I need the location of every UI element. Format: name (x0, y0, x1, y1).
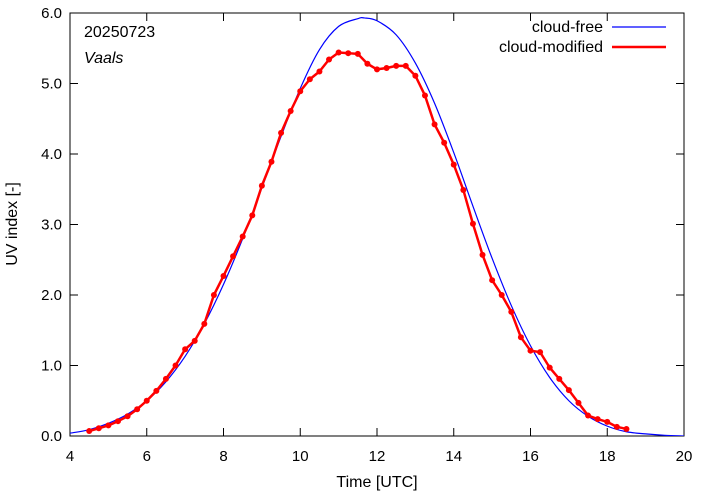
x-tick-label: 20 (676, 448, 693, 465)
data-point-cloud-modified (249, 212, 256, 219)
data-point-cloud-modified (450, 161, 457, 168)
data-point-cloud-modified (191, 337, 198, 344)
legend-label-cloud-modified: cloud-modified (499, 39, 603, 56)
y-tick-label: 0.0 (41, 428, 62, 445)
data-point-cloud-modified (182, 346, 189, 353)
date-label: 20250723 (84, 24, 155, 41)
data-point-cloud-modified (537, 349, 544, 356)
data-point-cloud-modified (239, 233, 246, 240)
data-point-cloud-modified (345, 50, 352, 57)
x-tick-label: 6 (143, 448, 151, 465)
data-point-cloud-modified (527, 347, 534, 354)
data-point-cloud-modified (565, 387, 572, 394)
y-axis-label: UV index [-] (4, 182, 21, 266)
data-point-cloud-modified (421, 92, 428, 99)
data-point-cloud-modified (517, 334, 524, 341)
data-point-cloud-modified (230, 253, 237, 260)
data-point-cloud-modified (546, 364, 553, 371)
data-point-cloud-modified (201, 320, 208, 327)
data-point-cloud-modified (220, 272, 227, 279)
series-line-cloud-modified (88, 51, 627, 433)
data-point-cloud-modified (268, 158, 275, 165)
data-point-cloud-modified (95, 425, 102, 432)
data-point-cloud-modified (489, 277, 496, 284)
data-point-cloud-modified (469, 220, 476, 227)
data-point-cloud-modified (258, 182, 265, 189)
data-point-cloud-modified (623, 425, 630, 432)
x-tick-label: 12 (369, 448, 386, 465)
x-tick-label: 16 (522, 448, 539, 465)
x-axis-label: Time [UTC] (336, 474, 417, 491)
data-point-cloud-modified (604, 418, 611, 425)
data-point-cloud-modified (210, 292, 217, 298)
data-point-cloud-modified (114, 418, 121, 425)
data-point-cloud-modified (153, 387, 160, 394)
data-point-cloud-modified (287, 107, 294, 114)
data-point-cloud-modified (297, 88, 304, 95)
data-point-cloud-modified (431, 121, 438, 128)
data-point-cloud-modified (162, 375, 169, 382)
data-point-cloud-modified (412, 72, 419, 79)
data-point-cloud-modified (172, 362, 179, 369)
data-point-cloud-modified (402, 62, 409, 69)
data-point-cloud-modified (374, 66, 380, 73)
data-point-cloud-modified (383, 64, 390, 71)
data-point-cloud-modified (393, 62, 400, 69)
data-point-cloud-modified (105, 422, 112, 429)
data-point-cloud-modified (278, 129, 285, 136)
y-tick-label: 5.0 (41, 76, 62, 93)
data-point-cloud-modified (441, 139, 448, 146)
data-point-cloud-modified (575, 399, 582, 406)
data-point-cloud-modified (306, 76, 313, 83)
series-line-cloud-free (70, 17, 684, 436)
data-point-cloud-modified (326, 56, 333, 63)
data-point-cloud-modified (364, 60, 371, 67)
y-tick-label: 2.0 (41, 287, 62, 304)
y-tick-label: 4.0 (41, 146, 62, 163)
data-point-cloud-modified (143, 397, 150, 404)
data-point-cloud-modified (86, 428, 93, 435)
data-point-cloud-modified (556, 375, 563, 382)
data-point-cloud-modified (508, 308, 515, 315)
data-point-cloud-modified (594, 416, 601, 423)
location-label: Vaals (84, 50, 123, 67)
data-point-cloud-modified (335, 49, 342, 56)
axis-ticks: 4 6 8 10 12 14 16 18 20 0.0 1.0 2.0 3.0 4.0 5.0 6.0 (41, 5, 692, 465)
y-tick-label: 1.0 (41, 358, 62, 375)
data-point-cloud-modified (134, 406, 141, 413)
data-point-cloud-modified (613, 423, 620, 430)
y-tick-label: 6.0 (41, 5, 62, 22)
data-point-cloud-modified (498, 292, 505, 298)
x-tick-label: 8 (219, 448, 227, 465)
x-tick-label: 4 (66, 448, 74, 465)
x-tick-label: 18 (599, 448, 616, 465)
x-tick-label: 14 (445, 448, 462, 465)
x-tick-label: 10 (292, 448, 309, 465)
plot-frame (69, 12, 685, 437)
data-point-cloud-modified (479, 251, 486, 258)
data-point-cloud-modified (585, 412, 592, 419)
series-layer (70, 17, 684, 436)
legend-label-cloud-free: cloud-free (532, 19, 603, 36)
data-point-cloud-modified (124, 413, 131, 420)
y-tick-label: 3.0 (41, 217, 62, 234)
legend: cloud-free cloud-modified (499, 19, 666, 56)
data-point-cloud-modified (316, 68, 323, 75)
data-point-cloud-modified (460, 186, 467, 193)
data-point-cloud-modified (354, 50, 361, 57)
